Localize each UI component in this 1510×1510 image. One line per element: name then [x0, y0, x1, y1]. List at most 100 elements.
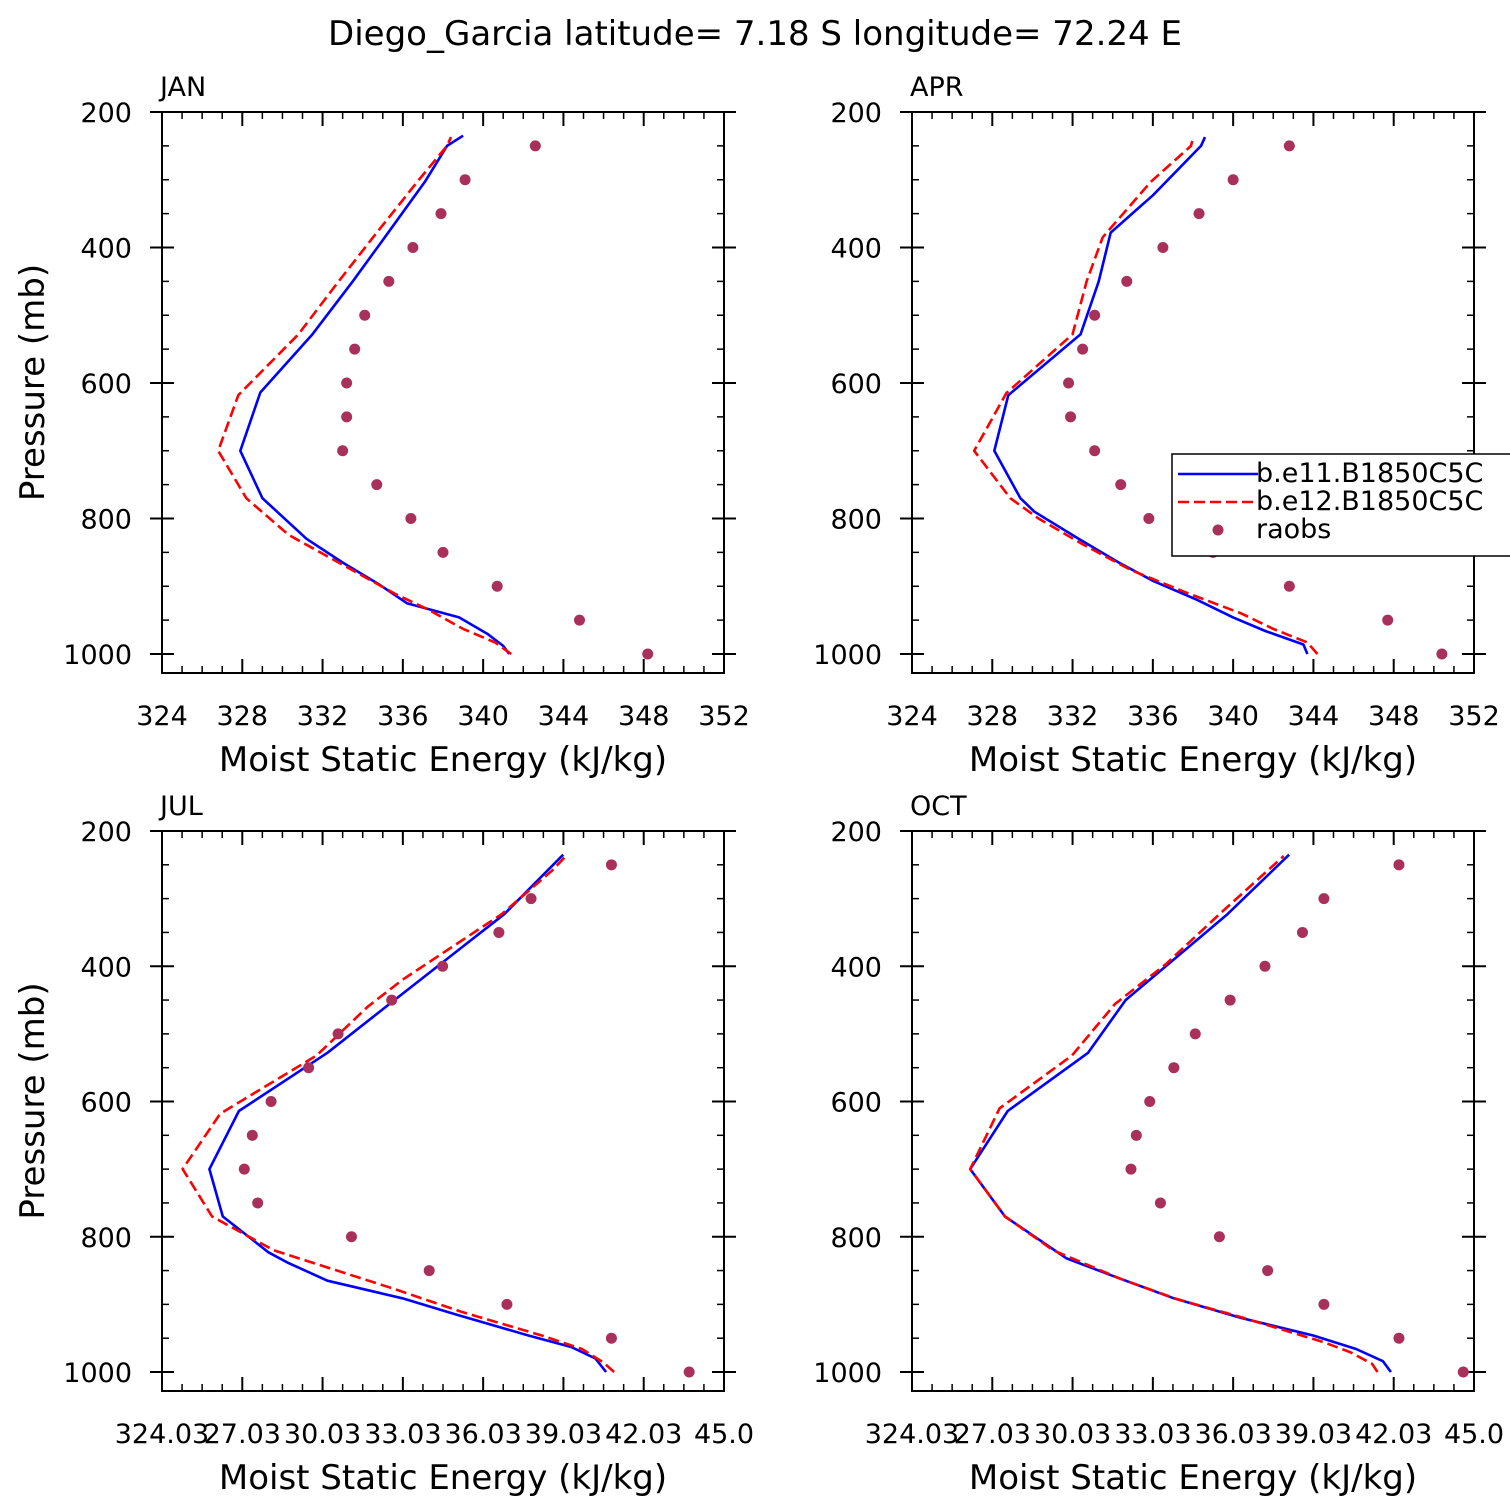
- obs-point: [1393, 1332, 1405, 1344]
- x-tick-label: 324: [886, 701, 938, 732]
- obs-point: [386, 994, 398, 1006]
- obs-point: [435, 208, 447, 220]
- x-tick-label: 36.03: [1194, 1419, 1271, 1450]
- x-tick-label: 324.03: [865, 1419, 959, 1450]
- x-tick-label: 348: [618, 701, 670, 732]
- series-group: [181, 853, 695, 1378]
- y-tick-label: 1000: [63, 640, 132, 671]
- obs-point: [1436, 648, 1448, 660]
- obs-point: [1130, 1129, 1142, 1141]
- x-tick-label: 30.03: [284, 1419, 361, 1450]
- x-tick-label: 336: [1127, 701, 1179, 732]
- y-tick-label: 800: [830, 505, 882, 536]
- plot-frame: [161, 830, 725, 1392]
- y-tick-label: 400: [80, 234, 132, 265]
- obs-point: [1318, 893, 1330, 905]
- obs-point: [525, 893, 537, 905]
- obs-point: [1115, 479, 1127, 491]
- figure-title: Diego_Garcia latitude= 7.18 S longitude=…: [328, 14, 1182, 54]
- x-tick-label: 344: [1288, 701, 1340, 732]
- obs-point: [345, 1231, 357, 1243]
- y-tick-label: 200: [80, 817, 132, 848]
- obs-point: [332, 1028, 344, 1040]
- obs-point: [605, 859, 617, 871]
- obs-point: [1089, 445, 1101, 457]
- series-line-dashed: [181, 855, 615, 1373]
- obs-point: [238, 1163, 250, 1175]
- obs-point: [1213, 1231, 1225, 1243]
- y-axis-label: Pressure (mb): [13, 982, 53, 1219]
- obs-point: [529, 140, 541, 152]
- obs-point: [1457, 1366, 1469, 1378]
- legend-swatch-dot: [1212, 524, 1224, 536]
- panel-jan: 324 328 332 336 340 344 348 352 200 400 600 800 1000…: [13, 72, 750, 780]
- series-group: [968, 853, 1469, 1378]
- x-tick-label: 33.03: [364, 1419, 441, 1450]
- obs-point: [303, 1062, 315, 1074]
- obs-point: [437, 546, 449, 558]
- obs-point: [573, 614, 585, 626]
- obs-point: [1262, 1265, 1274, 1277]
- x-tick-label: 45.0: [1444, 1419, 1504, 1450]
- obs-point: [341, 411, 353, 423]
- y-tick-label: 800: [80, 1223, 132, 1254]
- x-tick-label: 324.03: [115, 1419, 209, 1450]
- obs-point: [1227, 174, 1239, 186]
- obs-point: [1157, 242, 1169, 253]
- y-tick-label: 800: [80, 505, 132, 536]
- y-tick-label: 600: [830, 369, 882, 400]
- obs-point: [642, 648, 654, 660]
- obs-point: [1144, 1096, 1156, 1107]
- obs-point: [1259, 960, 1271, 972]
- x-tick-label: 39.03: [1275, 1419, 1352, 1450]
- panel-label: JAN: [158, 72, 206, 103]
- obs-point: [1063, 377, 1075, 389]
- obs-point: [423, 1265, 435, 1277]
- x-axis-label: Moist Static Energy (kJ/kg): [219, 1458, 667, 1498]
- x-tick-label: 340: [1207, 701, 1259, 732]
- obs-point: [501, 1298, 513, 1310]
- x-tick-label: 332: [297, 701, 349, 732]
- y-tick-label: 600: [830, 1088, 882, 1119]
- y-tick-label: 1000: [813, 1358, 882, 1389]
- x-tick-label: 33.03: [1114, 1419, 1191, 1450]
- x-tick-label: 348: [1368, 701, 1420, 732]
- y-axis-label: Pressure (mb): [13, 264, 53, 501]
- legend-entry: b.e11.B1850C5C: [1256, 458, 1483, 489]
- legend-box: [1171, 453, 1510, 557]
- obs-point: [383, 275, 395, 287]
- series-line-dashed: [216, 136, 512, 656]
- obs-point: [491, 580, 503, 592]
- obs-point: [1224, 994, 1236, 1006]
- y-tick-label: 400: [830, 952, 882, 983]
- x-tick-label: 36.03: [444, 1419, 521, 1450]
- obs-point: [1089, 309, 1101, 321]
- obs-point: [265, 1096, 277, 1107]
- y-tick-label: 200: [80, 98, 132, 129]
- x-tick-label: 42.03: [605, 1419, 682, 1450]
- panel-label: JUL: [158, 791, 203, 822]
- series-line-solid: [992, 136, 1309, 655]
- x-tick-label: 340: [457, 701, 509, 732]
- x-axis-label: Moist Static Energy (kJ/kg): [969, 1458, 1417, 1498]
- y-tick-label: 600: [80, 1088, 132, 1119]
- x-tick-label: 332: [1047, 701, 1099, 732]
- obs-point: [1283, 140, 1295, 152]
- legend-entry: b.e12.B1850C5C: [1256, 486, 1483, 517]
- x-tick-label: 352: [698, 701, 750, 732]
- y-tick-label: 800: [830, 1223, 882, 1254]
- x-tick-label: 328: [967, 701, 1019, 732]
- y-tick-label: 200: [830, 98, 882, 129]
- obs-point: [1283, 580, 1295, 592]
- x-tick-label: 42.03: [1355, 1419, 1432, 1450]
- obs-point: [1125, 1163, 1137, 1175]
- obs-point: [1168, 1062, 1180, 1074]
- x-tick-label: 352: [1448, 701, 1500, 732]
- panel-apr: 324 328 332 336 340 344 348 352 200 400 600 800 1000…: [813, 72, 1510, 780]
- y-tick-label: 400: [830, 234, 882, 265]
- obs-point: [459, 174, 471, 186]
- plot-frame: [911, 111, 1475, 674]
- series-group: [972, 136, 1448, 660]
